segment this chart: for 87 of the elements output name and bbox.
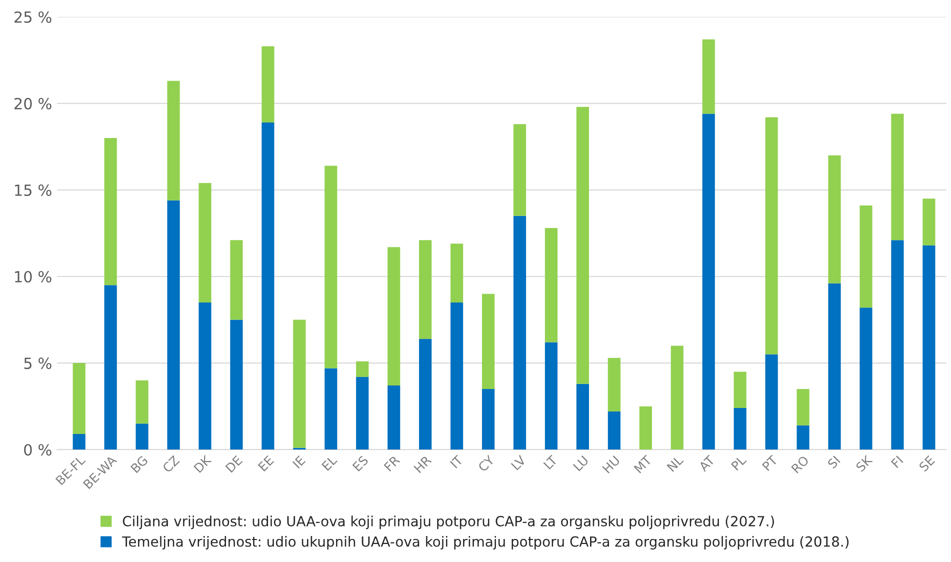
- bar: [324, 166, 338, 368]
- bar: [104, 285, 117, 450]
- bar: [513, 124, 526, 216]
- bar: [608, 358, 620, 412]
- bar: [324, 368, 338, 450]
- bar: [828, 155, 841, 284]
- y-tick-label: 0 %: [24, 444, 52, 456]
- bar: [576, 106, 589, 384]
- bar: [891, 114, 904, 240]
- x-tick-label: NL: [666, 454, 684, 472]
- bar: [104, 138, 117, 286]
- bar: [72, 363, 86, 434]
- x-tick-label: ES: [352, 455, 369, 472]
- bar: [388, 386, 400, 450]
- y-tick-label: 15 %: [15, 184, 52, 196]
- x-tick-label: CY: [478, 454, 496, 472]
- x-tick-label: IE: [292, 455, 306, 468]
- x-tick-label: SI: [827, 455, 840, 469]
- y-tick-label: 25 %: [14, 11, 52, 23]
- x-tick-label: IT: [450, 454, 464, 468]
- bar: [450, 244, 464, 302]
- bar: [576, 384, 589, 450]
- y-tick-label: 5 %: [24, 358, 52, 370]
- x-tick-label: AT: [698, 454, 716, 472]
- bar: [796, 425, 810, 450]
- x-tick-label: MT: [634, 454, 652, 474]
- bar: [293, 320, 306, 448]
- x-tick-label: PL: [730, 454, 747, 471]
- bar: [702, 39, 715, 114]
- bar: [670, 346, 684, 450]
- bar: [891, 240, 904, 450]
- bar: [388, 247, 400, 386]
- bar: [639, 406, 652, 450]
- y-tick-label: 20 %: [14, 98, 52, 110]
- bar: [702, 114, 715, 450]
- x-tick-label: HR: [414, 454, 432, 474]
- x-tick-label: PT: [762, 454, 778, 472]
- bar: [796, 389, 810, 426]
- bar: [608, 412, 620, 450]
- bar: [72, 434, 86, 450]
- bar: [482, 389, 495, 450]
- bar: [544, 228, 558, 342]
- x-tick-label: DK: [194, 454, 212, 473]
- bar: [765, 354, 778, 450]
- x-tick-label: FR: [384, 454, 400, 472]
- bar: [765, 117, 778, 354]
- bar: [356, 376, 369, 450]
- bar: [167, 80, 180, 200]
- y-tick-label: 10 %: [15, 270, 52, 283]
- x-tick-label: HU: [602, 456, 620, 474]
- bar: [860, 308, 872, 450]
- x-tick-label: BG: [130, 455, 148, 474]
- x-tick-label: RO: [790, 455, 810, 474]
- bar: [482, 294, 495, 390]
- x-tick-label: LU: [572, 456, 589, 472]
- bar: [167, 200, 180, 450]
- x-tick-label: FI: [890, 456, 904, 468]
- x-tick-label: CZ: [162, 455, 180, 474]
- bar: [230, 320, 243, 450]
- bar: [828, 283, 841, 450]
- bar: [198, 302, 212, 450]
- bar: [734, 372, 746, 408]
- x-tick-label: EL: [322, 454, 338, 471]
- x-tick-label: LT: [543, 454, 558, 470]
- bar: [230, 240, 243, 320]
- bar: [136, 424, 148, 450]
- bar: [922, 245, 936, 450]
- x-tick-label: SK: [855, 454, 874, 472]
- bar: [262, 46, 274, 122]
- x-tick-label: LV: [510, 454, 526, 470]
- bar: [198, 183, 212, 302]
- bar: [922, 198, 936, 246]
- x-tick-label: EE: [258, 455, 274, 472]
- bar: [136, 380, 148, 424]
- bar: [450, 302, 464, 450]
- bar: [419, 338, 432, 450]
- bar: [356, 361, 369, 377]
- bar: [419, 240, 432, 339]
- x-tick-label: DE: [225, 455, 243, 473]
- bar: [860, 206, 872, 308]
- x-tick-label: SE: [918, 455, 936, 472]
- legend-label: Ciljana vrijednost: udio UAA-ova koji primaju potporu CAP-a za organsku poljoprivredu (2027.): [122, 516, 774, 530]
- bar: [544, 342, 558, 450]
- bar: [262, 122, 274, 450]
- legend-label: Temeljna vrijednost: udio ukupnih UAA-ova koji primaju potporu CAP-a za organsku poljoprivredu (2018.): [122, 536, 849, 550]
- bar: [513, 216, 526, 450]
- bar: [734, 408, 746, 450]
